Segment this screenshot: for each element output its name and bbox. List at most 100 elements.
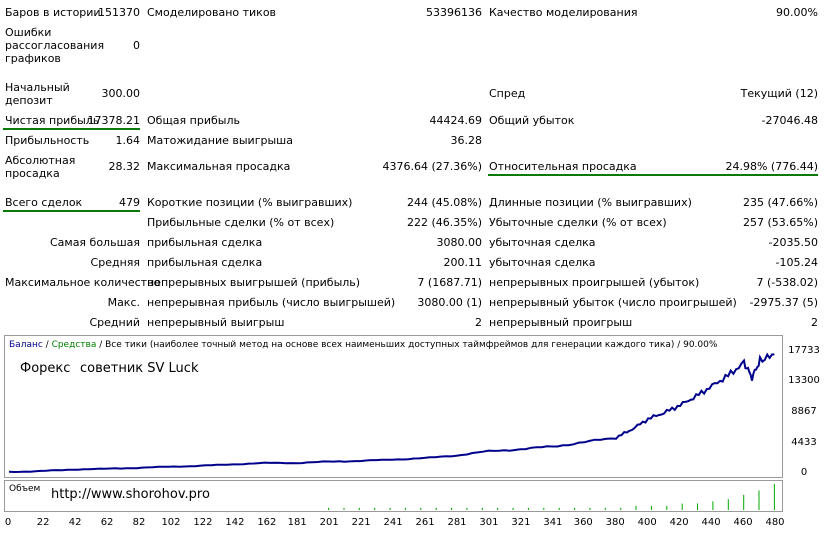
volume-bar <box>558 507 560 510</box>
avg-losses-label: непрерывный проигрыш <box>489 316 633 329</box>
net-profit-underline <box>3 128 140 130</box>
expected-payoff-label: Матожидание выигрыша <box>147 134 293 147</box>
errors-label: Ошибки рассогласования графиков <box>5 26 105 65</box>
x-tick-label: 22 <box>36 517 50 528</box>
x-tick-label: 420 <box>669 517 689 528</box>
volume-bar <box>589 507 591 510</box>
x-tick-label: 380 <box>605 517 625 528</box>
volume-bar <box>466 507 468 510</box>
balance-series-line <box>8 352 775 474</box>
volume-bar <box>358 507 360 510</box>
volume-bar <box>543 507 545 510</box>
avg-label: Средний <box>89 316 140 329</box>
volume-bar <box>712 501 714 510</box>
x-tick-label: 122 <box>193 517 213 528</box>
avg-losses-value: 2 <box>811 316 818 329</box>
loss-trades-label: Убыточные сделки (% от всех) <box>489 216 667 229</box>
volume-bar <box>328 507 330 510</box>
y-tick-label: 13300 <box>788 375 820 387</box>
x-tick-label: 82 <box>132 517 146 528</box>
max-losses-label: непрерывных проигрышей (убыток) <box>489 276 700 289</box>
expected-payoff-value: 36.28 <box>450 134 483 147</box>
profit-trades-label: Прибыльные сделки (% от всех) <box>147 216 335 229</box>
abs-dd-label: Абсолютная просадка <box>5 154 76 180</box>
volume-bar <box>743 494 745 510</box>
volume-bar <box>435 507 437 510</box>
watermark-right: советник SV Luck <box>80 361 199 376</box>
y-tick-label: 17733 <box>788 345 820 356</box>
volume-bar <box>681 503 683 510</box>
x-tick-label: 62 <box>100 517 114 528</box>
url-watermark: http://www.shorohov.pro <box>51 487 210 502</box>
x-tick-label: 102 <box>161 517 181 528</box>
balance-chart-panel: Баланс / Средства / Все тики (наиболее т… <box>4 335 783 478</box>
x-tick-label: 221 <box>351 517 371 528</box>
max-dd-value: 4376.64 (27.36%) <box>382 160 482 173</box>
x-tick-label: 42 <box>68 517 82 528</box>
x-tick-label: 321 <box>511 517 531 528</box>
max-wins-label: непрерывных выигрышей (прибыль) <box>147 276 361 289</box>
ticks-label: Смоделировано тиков <box>147 6 277 19</box>
net-profit-label: Чистая прибыль <box>5 114 100 127</box>
profit-factor-label: Прибыльность <box>5 134 90 147</box>
y-tick-label: 4433 <box>791 436 817 448</box>
total-trades-underline <box>3 210 140 212</box>
profit-trades-value: 222 (46.35%) <box>406 216 482 229</box>
largest-label: Самая большая <box>49 236 140 249</box>
gross-loss-value: -27046.48 <box>761 114 818 127</box>
quality-value: 90.00% <box>776 6 818 19</box>
average-label: Средняя <box>90 256 140 269</box>
avg-wins-label: непрерывный выигрыш <box>147 316 285 329</box>
x-tick-label: 201 <box>319 517 339 528</box>
rel-dd-label: Относительная просадка <box>489 160 637 173</box>
x-tick-label: 440 <box>701 517 721 528</box>
x-tick-label: 460 <box>733 517 753 528</box>
gross-profit-value: 44424.69 <box>429 114 483 127</box>
max-profit-value: 3080.00 (1) <box>417 296 482 309</box>
max-loss-label: непрерывный убыток (число проигрышей) <box>489 296 737 309</box>
x-tick-label: 400 <box>637 517 657 528</box>
abs-dd-value: 28.32 <box>108 160 141 173</box>
volume-bar <box>666 505 668 510</box>
x-tick-label: 301 <box>479 517 499 528</box>
x-tick-label: 0 <box>4 517 12 528</box>
max-wins-value: 7 (1687.71) <box>417 276 482 289</box>
volume-panel: Объем http://www.shorohov.pro <box>4 480 783 512</box>
profit-factor-value: 1.64 <box>115 134 141 147</box>
volume-bar <box>635 505 637 510</box>
volume-bar <box>620 507 622 510</box>
chart-header: Баланс / Средства / Все тики (наиболее т… <box>9 340 717 351</box>
max-count-label: Максимальное количество <box>5 276 161 289</box>
volume-bar <box>574 507 576 510</box>
chart-header-balance: Баланс <box>9 340 43 350</box>
volume-bar <box>389 507 391 510</box>
largest-loss-value: -2035.50 <box>768 236 818 249</box>
average-profit-label: прибыльная сделка <box>147 256 263 269</box>
max-loss-value: -2975.37 (5) <box>749 296 818 309</box>
gross-profit-label: Общая прибыль <box>147 114 240 127</box>
volume-bar <box>420 507 422 510</box>
chart-header-equity: Средства <box>51 340 97 350</box>
x-tick-label: 480 <box>765 517 785 528</box>
quality-label: Качество моделирования <box>489 6 638 19</box>
spread-label: Спред <box>489 87 526 100</box>
bars-value: 151370 <box>98 6 140 19</box>
max-losses-value: 7 (-538.02) <box>756 276 818 289</box>
volume-bar <box>481 507 483 510</box>
short-value: 244 (45.08%) <box>406 196 482 209</box>
volume-bar <box>697 503 698 510</box>
deposit-value: 300.00 <box>101 87 141 100</box>
volume-bar <box>343 507 345 510</box>
avg-wins-value: 2 <box>475 316 482 329</box>
volume-label: Объем <box>9 484 41 494</box>
balance-chart <box>8 352 775 474</box>
largest-loss-label: убыточная сделка <box>489 236 596 249</box>
total-trades-label: Всего сделок <box>5 196 83 209</box>
bars-label: Баров в истории <box>5 6 101 19</box>
x-tick-label: 281 <box>447 517 467 528</box>
y-tick-label: 0 <box>800 467 808 478</box>
max-profit-label: непрерывная прибыль (число выигрышей) <box>147 296 396 309</box>
spread-value: Текущий (12) <box>740 87 818 100</box>
volume-bar <box>497 507 499 510</box>
errors-value: 0 <box>133 39 140 52</box>
